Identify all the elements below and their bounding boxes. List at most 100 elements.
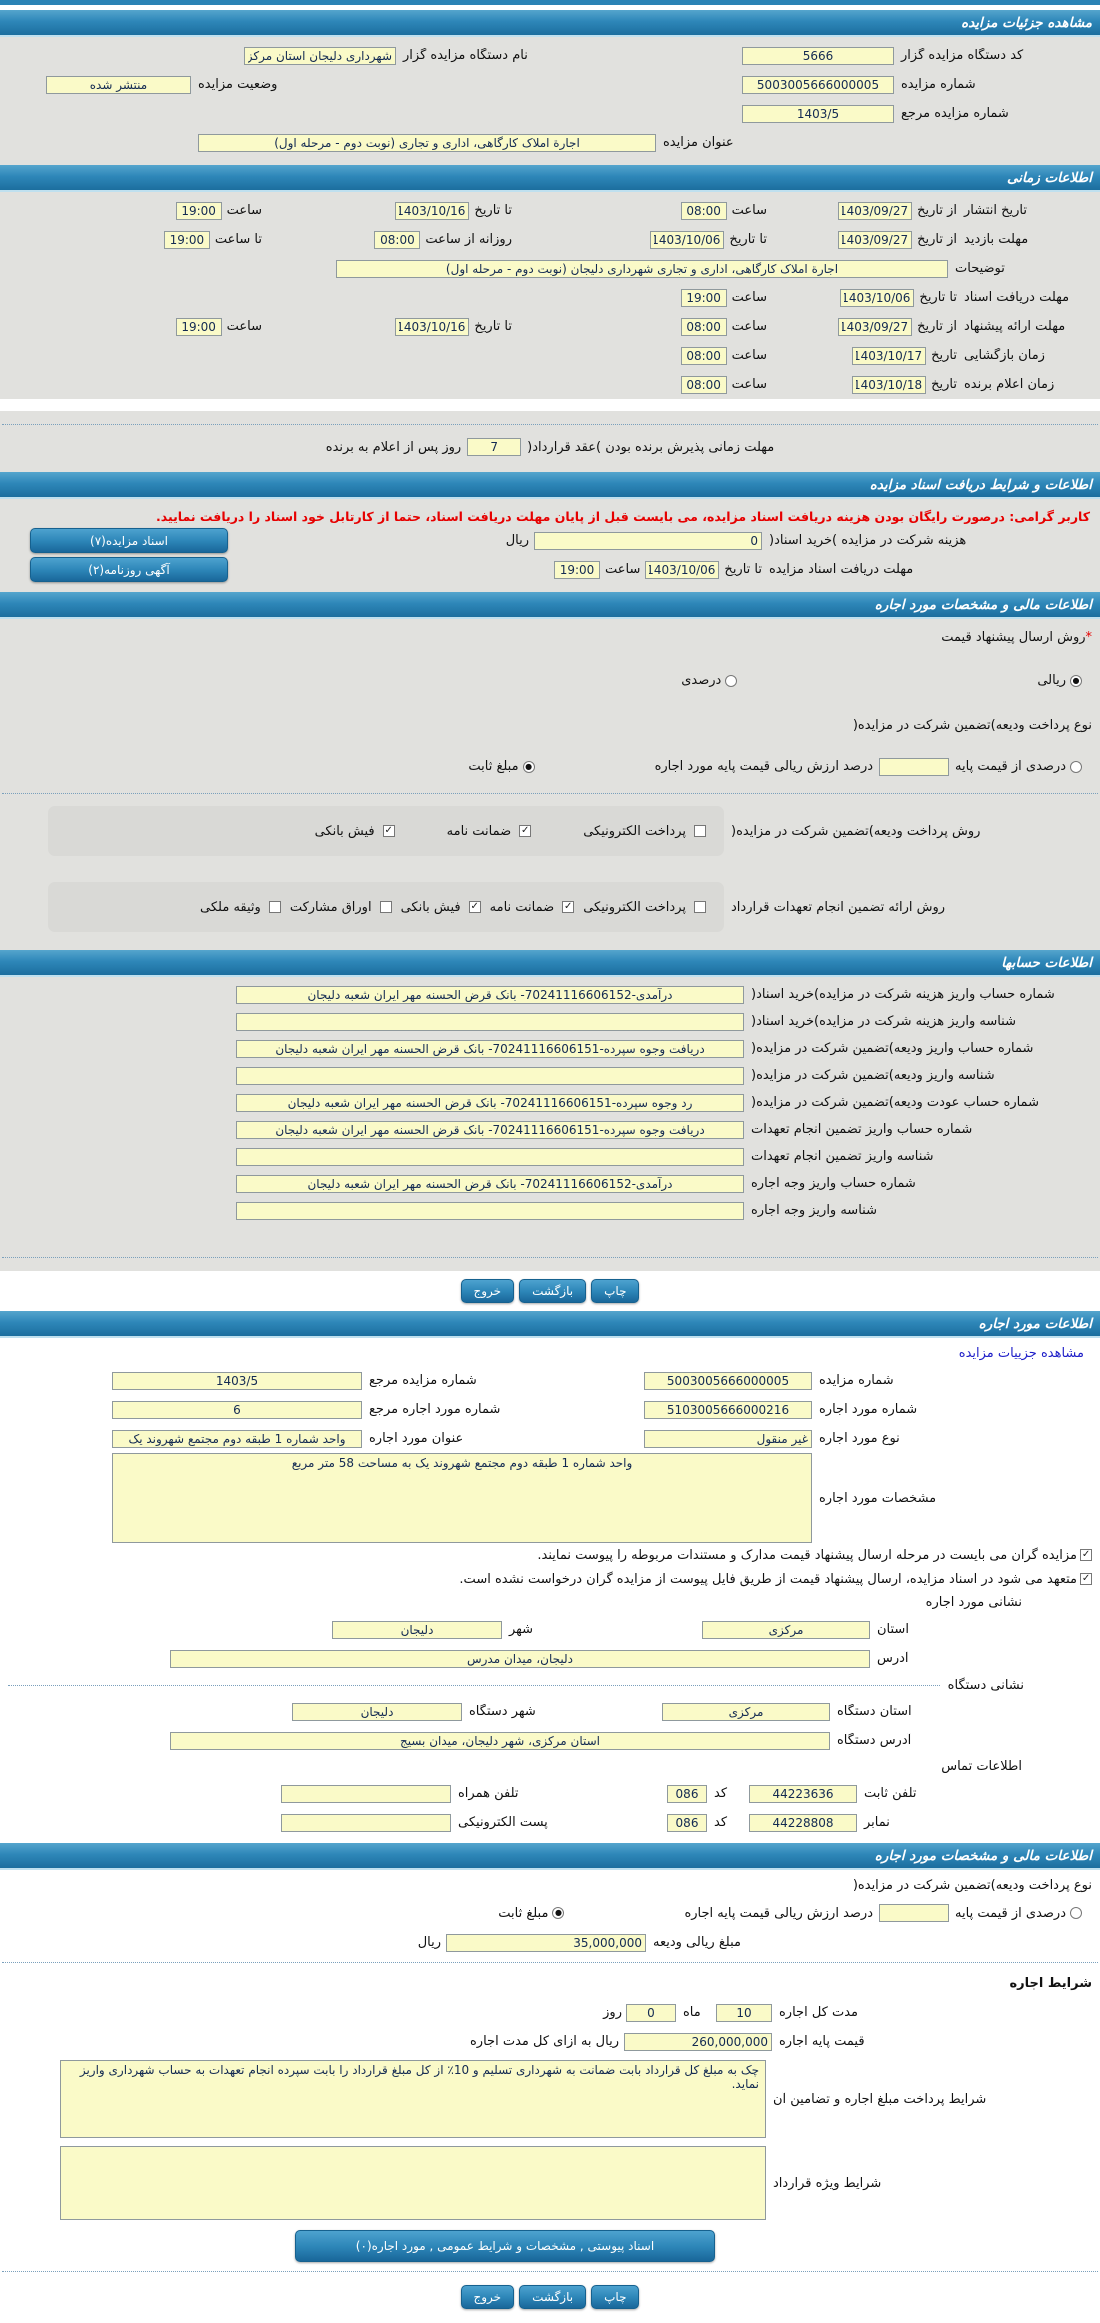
fixed-amount-radio[interactable]: ● — [522, 760, 535, 773]
rental-item-no-field[interactable] — [644, 1400, 812, 1419]
auction-no-field[interactable] — [742, 75, 894, 94]
account-field[interactable] — [236, 1039, 744, 1058]
account-field[interactable] — [236, 1066, 744, 1085]
percent-base-field[interactable] — [879, 757, 950, 776]
doc-deadline2-time[interactable] — [554, 560, 601, 579]
device-address-field[interactable] — [170, 1731, 830, 1750]
back-button[interactable]: بازگشت — [519, 1279, 587, 1303]
duration-days-field[interactable] — [626, 2003, 676, 2022]
account-field[interactable] — [236, 1093, 744, 1112]
fax-area-code-field[interactable] — [667, 1813, 707, 1832]
ref-no-field[interactable] — [742, 104, 894, 123]
visit-to-time[interactable] — [163, 230, 210, 249]
device-province-label: استان دستگاه — [837, 1704, 912, 1719]
row-ref-no: شماره مزايده مرجع — [0, 99, 1100, 128]
status-field[interactable] — [46, 75, 191, 94]
city-field[interactable] — [332, 1620, 502, 1639]
deposit-amount-field[interactable] — [446, 1933, 646, 1952]
percent-base-radio[interactable] — [1070, 1907, 1082, 1919]
publish-from-date[interactable] — [838, 201, 913, 220]
rental-item-ref-field[interactable] — [112, 1400, 362, 1419]
doc-deadline-date[interactable] — [840, 288, 915, 307]
account-field[interactable] — [236, 1120, 744, 1139]
province-field[interactable] — [702, 1620, 870, 1639]
area-code-field[interactable] — [667, 1784, 707, 1803]
percent-base-field[interactable] — [879, 1904, 950, 1922]
fax-field[interactable] — [749, 1813, 857, 1832]
publish-to-date[interactable] — [395, 201, 470, 220]
view-auction-details-link[interactable]: مشاهده جزييات مزايده — [958, 1345, 1084, 1361]
row-duration: مدت کل اجاره ماه روز — [0, 1998, 888, 2027]
epay-checkbox[interactable] — [694, 825, 706, 837]
fixed-amount-radio[interactable]: ● — [552, 1907, 565, 1919]
account-field[interactable] — [236, 1147, 744, 1166]
rental-auction-no-field[interactable] — [644, 1371, 812, 1390]
opening-date[interactable] — [852, 346, 927, 365]
account-field[interactable] — [236, 1201, 744, 1220]
guarantee-letter-checkbox[interactable]: ✓ — [519, 825, 532, 837]
winner-date[interactable] — [852, 375, 927, 394]
no-file-required-checkbox[interactable]: ✓ — [1080, 1573, 1092, 1585]
address-field[interactable] — [170, 1649, 870, 1668]
print-button[interactable]: چاپ — [591, 1279, 640, 1303]
opening-time[interactable] — [680, 346, 727, 365]
duration-months-field[interactable] — [716, 2003, 772, 2022]
visit-from-date[interactable] — [838, 230, 913, 249]
payment-terms-textarea[interactable]: چک به مبلغ کل قرارداد بابت ضمانت به شهرد… — [60, 2060, 766, 2138]
exit-button[interactable]: خروج — [460, 1279, 515, 1303]
rial-radio[interactable]: ● — [1070, 674, 1082, 687]
rental-type-field[interactable] — [644, 1429, 812, 1448]
fee-label: هزينه شرکت در مزايده )خريد اسناد( — [769, 533, 967, 548]
auction-title-label: عنوان مزايده — [663, 135, 734, 150]
account-field[interactable] — [236, 1012, 744, 1031]
device-city-field[interactable] — [292, 1702, 462, 1721]
percent-radio[interactable] — [725, 674, 738, 687]
newspaper-ads-button[interactable]: آگهی روزنامه(۲) — [30, 557, 228, 582]
publish-from-time[interactable] — [680, 201, 727, 220]
percent-base-radio[interactable] — [1070, 760, 1082, 773]
base-price-field[interactable] — [624, 2032, 772, 2051]
fee-field[interactable] — [534, 531, 762, 550]
rental-ref-field[interactable] — [112, 1371, 362, 1390]
bonds-checkbox[interactable] — [379, 901, 392, 913]
winner-time[interactable] — [680, 375, 727, 394]
mobile-field[interactable] — [281, 1784, 451, 1803]
bank-slip-checkbox[interactable]: ✓ — [382, 825, 395, 837]
special-terms-textarea[interactable] — [60, 2146, 766, 2220]
attach-required-checkbox[interactable]: ✓ — [1080, 1549, 1092, 1561]
device-code-field[interactable] — [742, 46, 894, 65]
publish-label: تاريخ انتشار — [964, 203, 1027, 218]
offer-from-date[interactable] — [838, 317, 913, 336]
exit-button[interactable]: خروج — [460, 2285, 515, 2309]
offer-to-time[interactable] — [175, 317, 222, 336]
base-price-suffix: ريال به ازای کل مدت اجاره — [470, 2034, 619, 2049]
publish-to-time[interactable] — [175, 201, 222, 220]
auction-title-field[interactable] — [198, 133, 656, 152]
attachments-button[interactable]: اسناد پيوستی , مشخصات و شرايط عمومی , مو… — [295, 2230, 715, 2262]
rental-title-field[interactable] — [112, 1429, 362, 1448]
visit-from-time[interactable] — [374, 230, 421, 249]
rental-spec-textarea[interactable]: واحد شماره 1 طبقه دوم مجتمع شهروند يک به… — [112, 1453, 812, 1543]
description-field[interactable] — [336, 259, 948, 278]
offer-to-date[interactable] — [395, 317, 470, 336]
doc-deadline2-date[interactable] — [645, 560, 720, 579]
bank-slip-checkbox[interactable]: ✓ — [468, 901, 481, 913]
device-province-field[interactable] — [662, 1702, 830, 1721]
phone-field[interactable] — [749, 1784, 857, 1803]
accept-days-field[interactable] — [467, 438, 522, 456]
device-name-field[interactable] — [244, 46, 396, 65]
visit-to-date[interactable] — [650, 230, 725, 249]
auction-docs-button[interactable]: اسناد مزايده(۷) — [30, 528, 228, 553]
account-field[interactable] — [236, 985, 744, 1004]
back-button[interactable]: بازگشت — [519, 2285, 587, 2309]
account-field[interactable] — [236, 1174, 744, 1193]
email-field[interactable] — [281, 1813, 451, 1832]
estate-collateral-checkbox[interactable] — [268, 901, 281, 913]
account-row: شماره حساب واريز وديعه)تضمين شرکت در مزا… — [0, 1035, 1100, 1062]
row-address: آدرس — [0, 1644, 950, 1673]
offer-from-time[interactable] — [680, 317, 727, 336]
epay-checkbox[interactable] — [694, 901, 706, 913]
print-button[interactable]: چاپ — [591, 2285, 640, 2309]
doc-deadline-time[interactable] — [680, 288, 727, 307]
guarantee-letter-checkbox[interactable]: ✓ — [562, 901, 575, 913]
